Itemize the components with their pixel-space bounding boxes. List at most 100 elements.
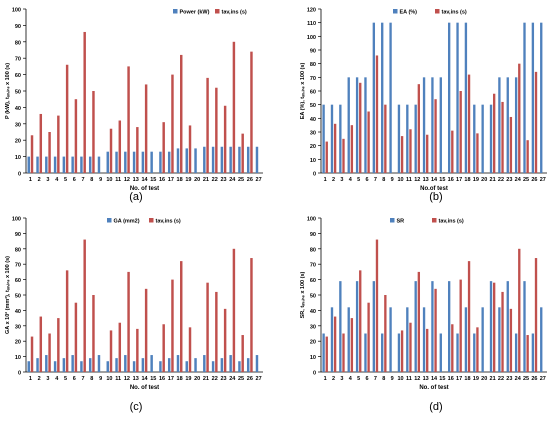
x-tick-label: 16	[448, 177, 454, 183]
bar-param	[45, 156, 48, 173]
bar-param	[439, 77, 442, 173]
x-tick-label: 27	[256, 177, 262, 183]
x-tick-label: 4	[349, 376, 353, 382]
x-tick-label: 23	[506, 177, 512, 183]
bar-param	[464, 307, 468, 372]
y-tick-label: 0	[313, 172, 316, 178]
legend-label: SR	[397, 219, 405, 225]
bar-time	[409, 129, 412, 173]
bar-param	[80, 156, 83, 173]
x-tick-label: 17	[456, 177, 462, 183]
x-tick-label: 9	[391, 376, 394, 382]
bar-param	[489, 281, 493, 372]
legend-swatch	[432, 218, 437, 223]
bar-param	[132, 361, 136, 372]
x-tick-label: 24	[229, 177, 236, 183]
x-tick-label: 12	[124, 177, 130, 183]
y-tick-label: 70	[15, 263, 21, 269]
bar-param	[106, 151, 109, 173]
bar-time	[232, 41, 236, 173]
bar-time	[109, 330, 113, 372]
x-tick-label: 2	[332, 177, 335, 183]
x-tick-label: 15	[150, 376, 156, 382]
bar-time	[127, 66, 130, 173]
bar-param	[229, 355, 232, 372]
y-tick-label: 100	[307, 35, 316, 41]
bar-param	[159, 361, 162, 372]
bar-time	[434, 99, 437, 173]
x-tick-label: 12	[414, 177, 420, 183]
x-tick-label: 14	[431, 376, 438, 382]
bar-param	[381, 333, 384, 372]
x-tick-label: 24	[515, 177, 522, 183]
legend-label: tav,ins (s)	[222, 10, 247, 16]
y-tick-label: 90	[15, 24, 21, 30]
x-tick-label: 5	[64, 177, 67, 183]
bar-time	[350, 125, 354, 173]
x-tick-label: 19	[473, 376, 479, 382]
bar-time	[325, 141, 328, 173]
y-tick-label: 120	[307, 8, 316, 14]
bar-time	[367, 111, 370, 173]
bar-time	[426, 134, 429, 173]
bar-time	[333, 123, 337, 173]
bar-time	[48, 132, 51, 173]
x-tick-label: 4	[349, 177, 353, 183]
bar-param	[406, 104, 409, 173]
bar-param	[176, 355, 180, 372]
x-tick-label: 25	[238, 376, 244, 382]
x-tick-label: 7	[82, 376, 85, 382]
bar-time	[509, 116, 513, 173]
bar-time	[384, 295, 387, 372]
bar-param	[246, 358, 250, 372]
bar-param	[203, 355, 206, 372]
x-tick-label: 18	[464, 177, 470, 183]
bar-param	[481, 104, 484, 173]
bar-param	[447, 22, 451, 173]
y-tick-label: 80	[310, 247, 316, 253]
y-tick-label: 10	[310, 158, 316, 164]
legend-label: tav,ins (s)	[439, 219, 464, 225]
x-tick-label: 23	[220, 177, 226, 183]
x-tick-label: 6	[73, 177, 76, 183]
bar-param	[194, 358, 197, 372]
x-tick-label: 9	[99, 177, 102, 183]
bar-param	[523, 281, 526, 372]
y-tick-label: 50	[310, 294, 316, 300]
bar-param	[531, 333, 535, 372]
bar-param	[97, 156, 101, 173]
bar-param	[339, 281, 342, 372]
y-tick-label: 30	[310, 324, 316, 330]
x-tick-label: 10	[397, 376, 403, 382]
legend-swatch	[435, 9, 440, 14]
bar-time	[467, 261, 471, 372]
legend-swatch	[149, 218, 154, 223]
x-tick-label: 22	[212, 177, 218, 183]
y-tick-label: 0	[18, 172, 21, 178]
bar-time	[232, 248, 236, 372]
x-tick-label: 21	[490, 177, 496, 183]
bar-time	[250, 258, 253, 372]
y-tick-label: 40	[310, 117, 316, 123]
y-tick-label: 70	[310, 76, 316, 82]
x-tick-label: 14	[141, 177, 148, 183]
bar-param	[406, 307, 409, 372]
y-tick-label: 60	[15, 278, 21, 284]
bar-time	[162, 122, 165, 173]
x-tick-label: 26	[247, 376, 253, 382]
x-tick-label: 2	[38, 376, 41, 382]
legend-label: tav,ins (s)	[442, 10, 467, 16]
bar-time	[501, 101, 504, 173]
bar-time	[400, 136, 404, 173]
y-tick-label: 50	[15, 90, 21, 96]
y-axis-label: EA (%), tₐᵥ,ᵢₙₛ x 100 (s)	[300, 63, 306, 120]
legend: GA (mm2) tav,ins (s)	[107, 218, 181, 225]
bar-time	[342, 333, 345, 372]
x-tick-label: 3	[46, 177, 49, 183]
y-tick-label: 30	[15, 122, 21, 128]
bar-param	[439, 333, 442, 372]
bar-param	[355, 77, 359, 173]
bar-time	[144, 288, 148, 372]
